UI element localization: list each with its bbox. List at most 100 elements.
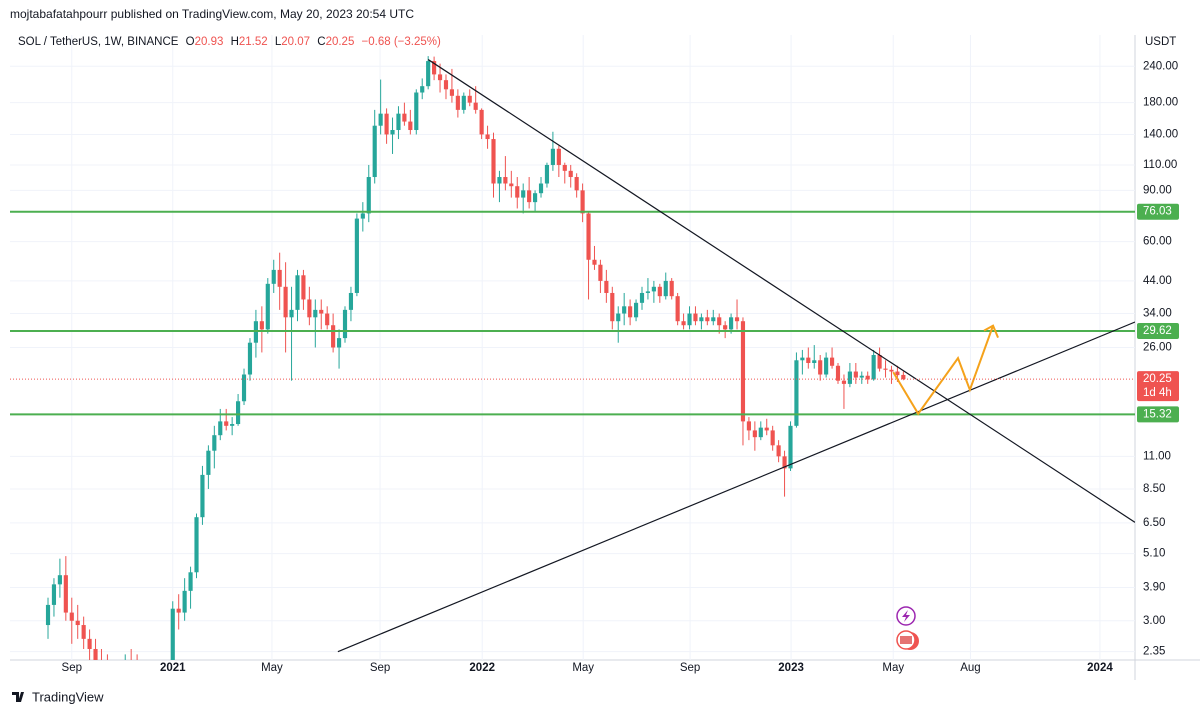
- candle-body: [752, 430, 757, 438]
- trendline: [427, 59, 1135, 523]
- trendline: [337, 321, 1135, 653]
- candle-body: [782, 456, 787, 469]
- candle-body: [562, 164, 567, 171]
- candle-body: [794, 360, 799, 426]
- candle-body: [277, 269, 282, 287]
- candle-body: [69, 612, 74, 621]
- candle-body: [758, 427, 763, 438]
- candle-body: [188, 572, 193, 591]
- candle-body: [818, 360, 823, 375]
- candle-body: [628, 306, 633, 318]
- publish-header: mojtabafatahpourr published on TradingVi…: [10, 7, 414, 21]
- candle-body: [812, 360, 817, 363]
- candle-body: [829, 357, 835, 366]
- candle-body: [847, 371, 852, 384]
- candle-body: [574, 177, 579, 191]
- x-tick-label: Sep: [62, 662, 82, 674]
- candle-body: [449, 89, 455, 96]
- candle-body: [135, 672, 139, 685]
- candle-body: [354, 218, 359, 293]
- candle-body: [230, 424, 235, 426]
- candle-body: [414, 92, 419, 131]
- candle-body: [533, 193, 538, 203]
- candle-body: [408, 121, 413, 131]
- candle-body: [764, 427, 769, 431]
- x-tick-label: May: [882, 662, 904, 674]
- open-value: 20.93: [195, 36, 224, 48]
- candle-body: [729, 317, 734, 330]
- candle-body: [319, 309, 324, 314]
- high-value: 21.52: [239, 36, 268, 48]
- candle-body: [877, 355, 882, 369]
- candle-body: [159, 700, 163, 708]
- level-label: 76.03: [1143, 206, 1172, 218]
- event-icons: [896, 606, 919, 650]
- candle-body: [669, 280, 674, 297]
- close-value: 20.25: [326, 36, 355, 48]
- level-tag: [1137, 203, 1179, 220]
- lightning-glyph: [902, 610, 910, 622]
- y-tick-label: 5.10: [1143, 548, 1165, 560]
- candle-body: [307, 299, 312, 318]
- candle-body: [105, 672, 109, 678]
- y-tick-label: 180.00: [1143, 97, 1178, 109]
- candle-body: [568, 170, 573, 178]
- y-tick-label: 26.00: [1143, 342, 1172, 354]
- candle-body: [81, 625, 86, 639]
- candle-body: [295, 275, 300, 310]
- candle-body: [699, 317, 704, 322]
- legend: SOL / TetherUS, 1W, BINANCE O20.93 H21.5…: [18, 36, 441, 48]
- x-tick-label: Sep: [680, 662, 700, 674]
- candle-body: [705, 317, 710, 322]
- candle-body: [153, 700, 157, 708]
- candle-body: [45, 604, 51, 626]
- candle-body: [342, 309, 348, 339]
- candle-body: [675, 296, 680, 322]
- candle-body: [247, 342, 253, 375]
- candle-body: [491, 139, 496, 184]
- candle-body: [841, 380, 847, 384]
- symbol: SOL / TetherUS, 1W, BINANCE: [18, 36, 179, 48]
- candle-body: [800, 357, 805, 361]
- y-tick-label: 8.50: [1143, 483, 1165, 495]
- candle-body: [289, 309, 294, 318]
- candle-body: [87, 638, 92, 649]
- candle-body: [657, 286, 662, 297]
- candle-body: [372, 125, 377, 178]
- candle-body: [865, 375, 870, 380]
- candle-body: [770, 430, 775, 446]
- level-tag: [1137, 406, 1179, 423]
- candle-body: [360, 213, 365, 219]
- candle-body: [93, 648, 98, 660]
- candle-body: [182, 590, 187, 613]
- candle-body: [443, 80, 449, 90]
- candle-body: [746, 421, 751, 431]
- y-tick-label: 240.00: [1143, 60, 1178, 72]
- candle-body: [717, 317, 722, 326]
- candle-body: [218, 421, 223, 436]
- y-tick-label: 3.90: [1143, 582, 1165, 594]
- candle-body: [645, 291, 651, 293]
- candle-body: [348, 292, 354, 310]
- candle-body: [461, 95, 466, 110]
- candle-body: [586, 213, 591, 260]
- candle-body: [788, 425, 793, 469]
- candle-body: [259, 321, 264, 330]
- candle-body: [681, 321, 686, 326]
- x-tick-label: 2024: [1087, 662, 1113, 674]
- candle-body: [639, 292, 645, 303]
- candle-body: [384, 113, 389, 135]
- y-tick-label: 60.00: [1143, 236, 1172, 248]
- candle-body: [366, 177, 371, 214]
- projection-arrowhead: [983, 324, 999, 339]
- candle-body: [301, 275, 306, 300]
- candle-body: [687, 313, 692, 326]
- candle-body: [194, 517, 199, 573]
- candle-body: [651, 286, 656, 292]
- level-label: 29.62: [1143, 325, 1172, 337]
- candle-body: [734, 317, 740, 322]
- candle-body: [503, 177, 508, 184]
- change: −0.68 (−3.25%): [362, 36, 441, 48]
- candle-body: [176, 608, 181, 613]
